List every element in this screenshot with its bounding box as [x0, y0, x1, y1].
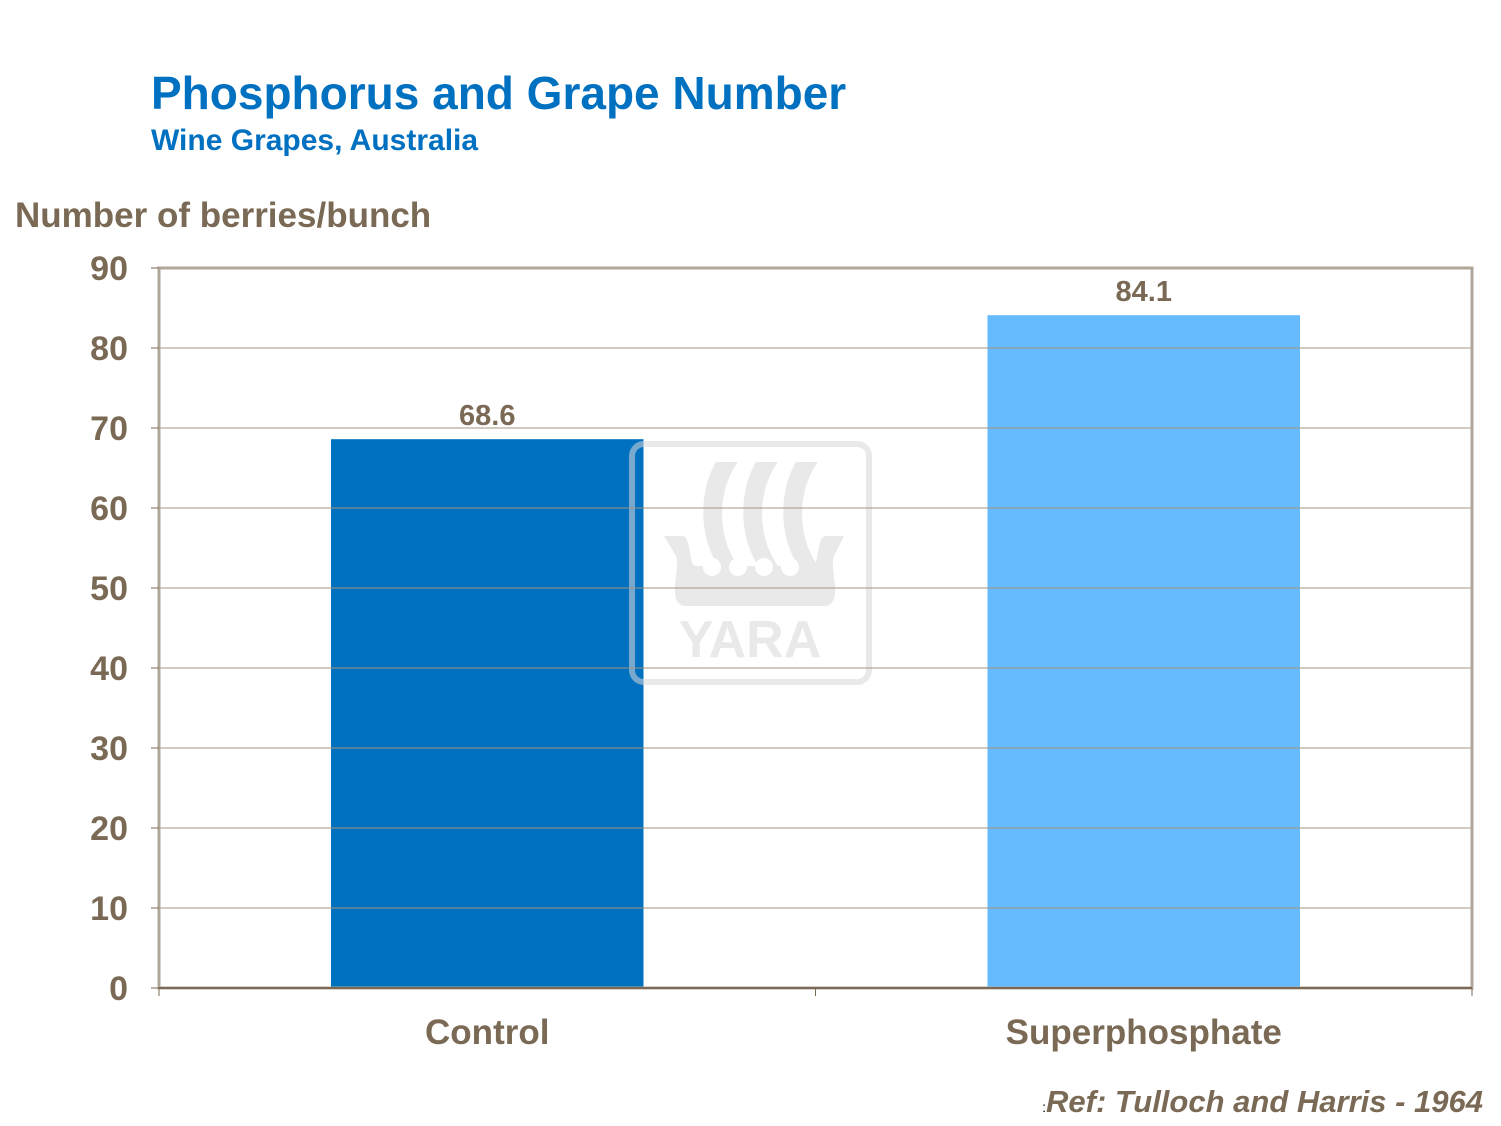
y-axis-label: Number of berries/bunch	[15, 196, 432, 235]
reference-note: :Ref: Tulloch and Harris - 1964	[1042, 1084, 1483, 1120]
reference-text: Ref: Tulloch and Harris - 1964	[1046, 1084, 1483, 1119]
x-tick-label: Superphosphate	[1006, 1013, 1282, 1052]
y-tick-label: 20	[90, 810, 128, 848]
chart-subtitle: Wine Grapes, Australia	[151, 124, 479, 157]
yara-logo-watermark: YARA	[629, 441, 872, 685]
x-tick-label: Control	[425, 1013, 549, 1052]
y-tick-label: 60	[90, 490, 128, 528]
y-tick-label: 70	[90, 410, 128, 448]
y-tick-label: 10	[90, 890, 128, 928]
reference-prefix: :	[1042, 1099, 1046, 1115]
watermark-text: YARA	[679, 611, 822, 669]
data-label: 68.6	[459, 400, 515, 432]
chart-title: Phosphorus and Grape Number	[151, 67, 847, 119]
y-tick-label: 40	[90, 650, 128, 688]
y-tick-label: 50	[90, 570, 128, 608]
y-tick-label: 0	[109, 970, 128, 1008]
data-label: 84.1	[1116, 276, 1172, 308]
y-tick-label: 30	[90, 730, 128, 768]
bar-control	[331, 439, 644, 988]
y-tick-label: 90	[90, 250, 128, 288]
y-tick-label: 80	[90, 330, 128, 368]
bar-superphosphate	[987, 315, 1300, 988]
